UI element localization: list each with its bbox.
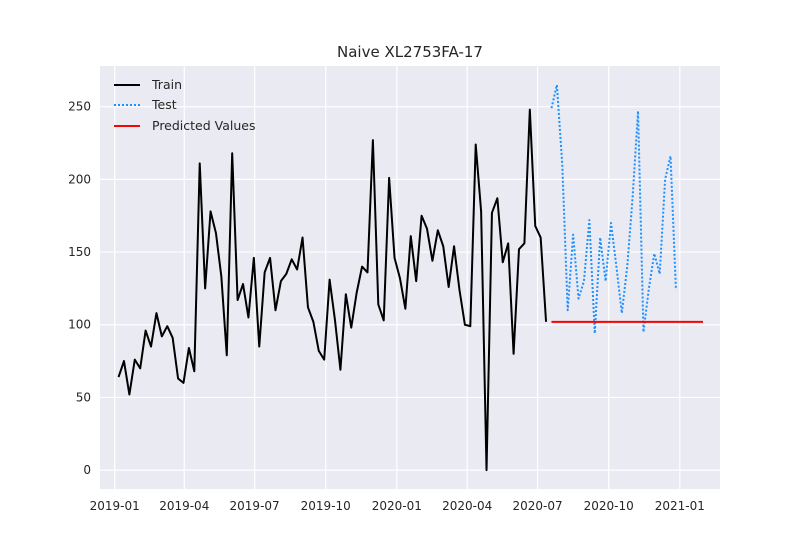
series-layer [117,83,703,472]
y-tick-label: 0 [83,463,91,477]
chart-title: Naive XL2753FA-17 [337,43,483,61]
x-tick-label: 2021-01 [655,499,705,513]
x-tick-label: 2019-01 [90,499,140,513]
x-tick-label: 2020-04 [442,499,492,513]
legend-label-train: Train [151,77,182,92]
series-line-train [117,108,548,472]
legend-label-predicted: Predicted Values [152,118,256,133]
x-tick-label: 2020-01 [372,499,422,513]
y-tick-label: 250 [68,100,91,114]
plot-area [100,66,720,489]
tick-labels: 0 50 100 150 200 250 2019-01 2019-04 2019-07 2019… [68,100,705,513]
legend: Train Test Predicted Values [114,77,256,133]
series-line-test [550,83,677,335]
y-tick-label: 200 [68,172,91,186]
y-tick-label: 100 [68,318,91,332]
x-tick-label: 2020-07 [512,499,562,513]
x-tick-label: 2019-07 [230,499,280,513]
x-tick-label: 2019-10 [301,499,351,513]
grid [100,66,720,489]
y-tick-label: 50 [76,390,91,404]
x-tick-label: 2020-10 [584,499,634,513]
legend-label-test: Test [151,97,177,112]
y-tick-label: 150 [68,245,91,259]
x-tick-label: 2019-04 [159,499,209,513]
